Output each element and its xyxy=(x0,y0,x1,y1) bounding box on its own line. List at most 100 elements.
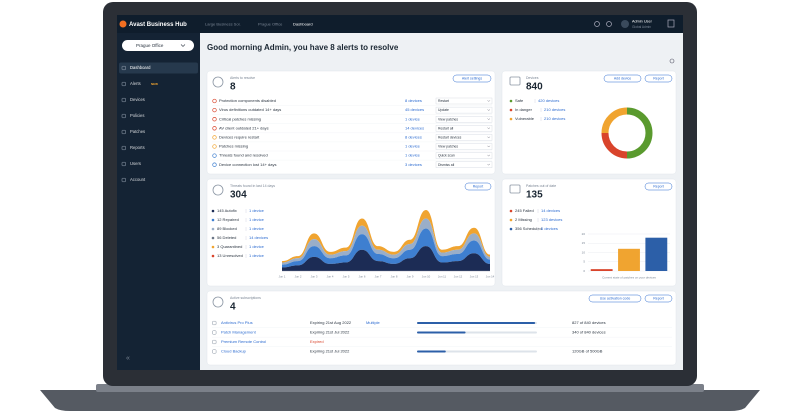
brand: Avast Business Hub xyxy=(129,22,187,28)
legend-dot xyxy=(211,218,215,222)
button[interactable] xyxy=(452,74,492,83)
alert-devices[interactable]: 8 devices xyxy=(405,134,422,139)
help-icon[interactable] xyxy=(667,19,675,28)
action-select[interactable] xyxy=(435,125,493,132)
card-title: Devices xyxy=(526,76,539,80)
subscription-name[interactable]: Antivirus Pro Plus xyxy=(221,320,253,325)
chevron xyxy=(487,154,491,157)
progress-fill xyxy=(417,322,536,324)
button-label: Report xyxy=(473,185,484,189)
nav-badge: NEW xyxy=(151,82,158,86)
legend-value: 14 devices xyxy=(249,235,268,240)
legend-name: In danger xyxy=(515,107,533,112)
action-select[interactable] xyxy=(435,143,493,150)
alert-devices[interactable]: 45 devices xyxy=(405,107,424,112)
nav-item[interactable]: Users xyxy=(130,161,141,166)
subscription-icon xyxy=(212,339,217,345)
x-tick-label: Jun 8 xyxy=(391,275,398,279)
x-tick-label: Jun 5 xyxy=(343,275,350,279)
legend-value: 1 device xyxy=(249,217,265,222)
card-count: 135 xyxy=(526,190,543,201)
button[interactable] xyxy=(464,182,492,191)
alert-icon xyxy=(212,162,217,167)
subscription-icon xyxy=(212,330,217,335)
chevron xyxy=(487,145,491,148)
legend-name: Safe xyxy=(515,98,524,103)
x-tick-label: Jun 10 xyxy=(422,275,431,279)
x-tick-label: Jun 13 xyxy=(470,275,479,279)
button[interactable] xyxy=(644,182,673,191)
settings-icon[interactable] xyxy=(594,21,600,27)
refresh-icon[interactable] xyxy=(669,58,675,64)
action-select[interactable] xyxy=(435,115,493,123)
legend-name: 2 Missing xyxy=(515,217,532,222)
legend-name: Vulnerable xyxy=(515,116,535,121)
nav-item[interactable]: Policies xyxy=(130,113,144,118)
notifications-icon[interactable] xyxy=(606,21,612,27)
subscription-expiry: Expiring 21st Jul 2022 xyxy=(310,330,350,335)
action-label: View patches xyxy=(438,145,458,149)
button[interactable] xyxy=(603,74,642,83)
button[interactable] xyxy=(588,294,642,303)
legend-name: 56 Deleted xyxy=(217,235,236,240)
action-select[interactable] xyxy=(435,152,493,159)
bar xyxy=(645,237,668,271)
alert-devices[interactable]: 1 device xyxy=(405,116,421,121)
laptop-base xyxy=(40,390,760,411)
alert-label: AV client outdated 21+ days xyxy=(219,125,269,130)
x-tick-label: Jun 6 xyxy=(359,275,366,279)
x-tick-label: Jun 12 xyxy=(454,275,463,279)
action-select[interactable] xyxy=(435,134,493,141)
avatar[interactable] xyxy=(621,20,629,28)
subscription-name[interactable]: Patch Management xyxy=(221,330,257,335)
subscription-name[interactable]: Cloud Backup xyxy=(221,349,247,354)
site-name: Prague Office xyxy=(136,43,164,48)
alert-devices[interactable]: 14 devices xyxy=(405,125,424,130)
nav-item[interactable]: Account xyxy=(130,177,146,182)
nav-icon xyxy=(121,113,126,119)
breadcrumb[interactable]: Large Business Sol. xyxy=(205,22,241,27)
card-title: Active subscriptions xyxy=(230,296,261,300)
legend-value: 1 device xyxy=(249,226,265,231)
nav-icon xyxy=(121,161,126,167)
site-selector[interactable] xyxy=(122,40,194,51)
nav-item[interactable]: Alerts xyxy=(130,81,141,86)
y-tick-label: 20 xyxy=(582,232,586,236)
action-select[interactable] xyxy=(435,97,493,105)
y-tick-label: 5 xyxy=(583,260,585,264)
alert-icon xyxy=(212,144,217,149)
alert-label: Device connection lost 14+ days xyxy=(219,162,276,167)
action-label: View patches xyxy=(438,117,458,121)
y-tick-label: 15 xyxy=(582,241,586,245)
nav-item[interactable]: Patches xyxy=(130,129,145,134)
subscription-name[interactable]: Premium Remote Control xyxy=(221,339,266,344)
bar xyxy=(618,248,640,271)
alert-label: Critical patches missing xyxy=(219,116,261,121)
legend-dot xyxy=(211,209,215,213)
breadcrumb[interactable]: Prague Office xyxy=(258,22,283,27)
alert-devices[interactable]: 3 devices xyxy=(405,162,422,167)
nav-item[interactable]: Reports xyxy=(130,145,145,150)
threats-icon xyxy=(212,184,224,196)
alert-devices[interactable]: 1 device xyxy=(405,144,421,149)
user-role: Global Admin xyxy=(632,25,651,29)
button[interactable] xyxy=(644,74,673,83)
button-label: Report xyxy=(653,297,664,301)
patches-icon xyxy=(509,184,521,194)
nav-item[interactable]: Devices xyxy=(130,97,145,102)
chevron xyxy=(487,136,491,139)
legend-value: 1 device xyxy=(249,208,265,213)
legend-dot xyxy=(509,108,513,112)
button[interactable] xyxy=(644,294,673,303)
button-label: Report xyxy=(653,77,664,81)
chevron xyxy=(487,109,491,111)
nav-item[interactable]: Dashboard xyxy=(130,65,151,70)
action-select[interactable] xyxy=(435,161,493,168)
alert-devices[interactable]: 1 device xyxy=(405,153,421,158)
legend-value: 14 devices xyxy=(541,208,560,213)
subscription-expiry: Expiring 21st Aug 2022 xyxy=(310,320,352,325)
action-select[interactable] xyxy=(435,106,493,114)
collapse-button[interactable]: « xyxy=(126,355,130,362)
progress-fill xyxy=(417,350,446,353)
alert-devices[interactable]: 8 devices xyxy=(405,98,422,103)
